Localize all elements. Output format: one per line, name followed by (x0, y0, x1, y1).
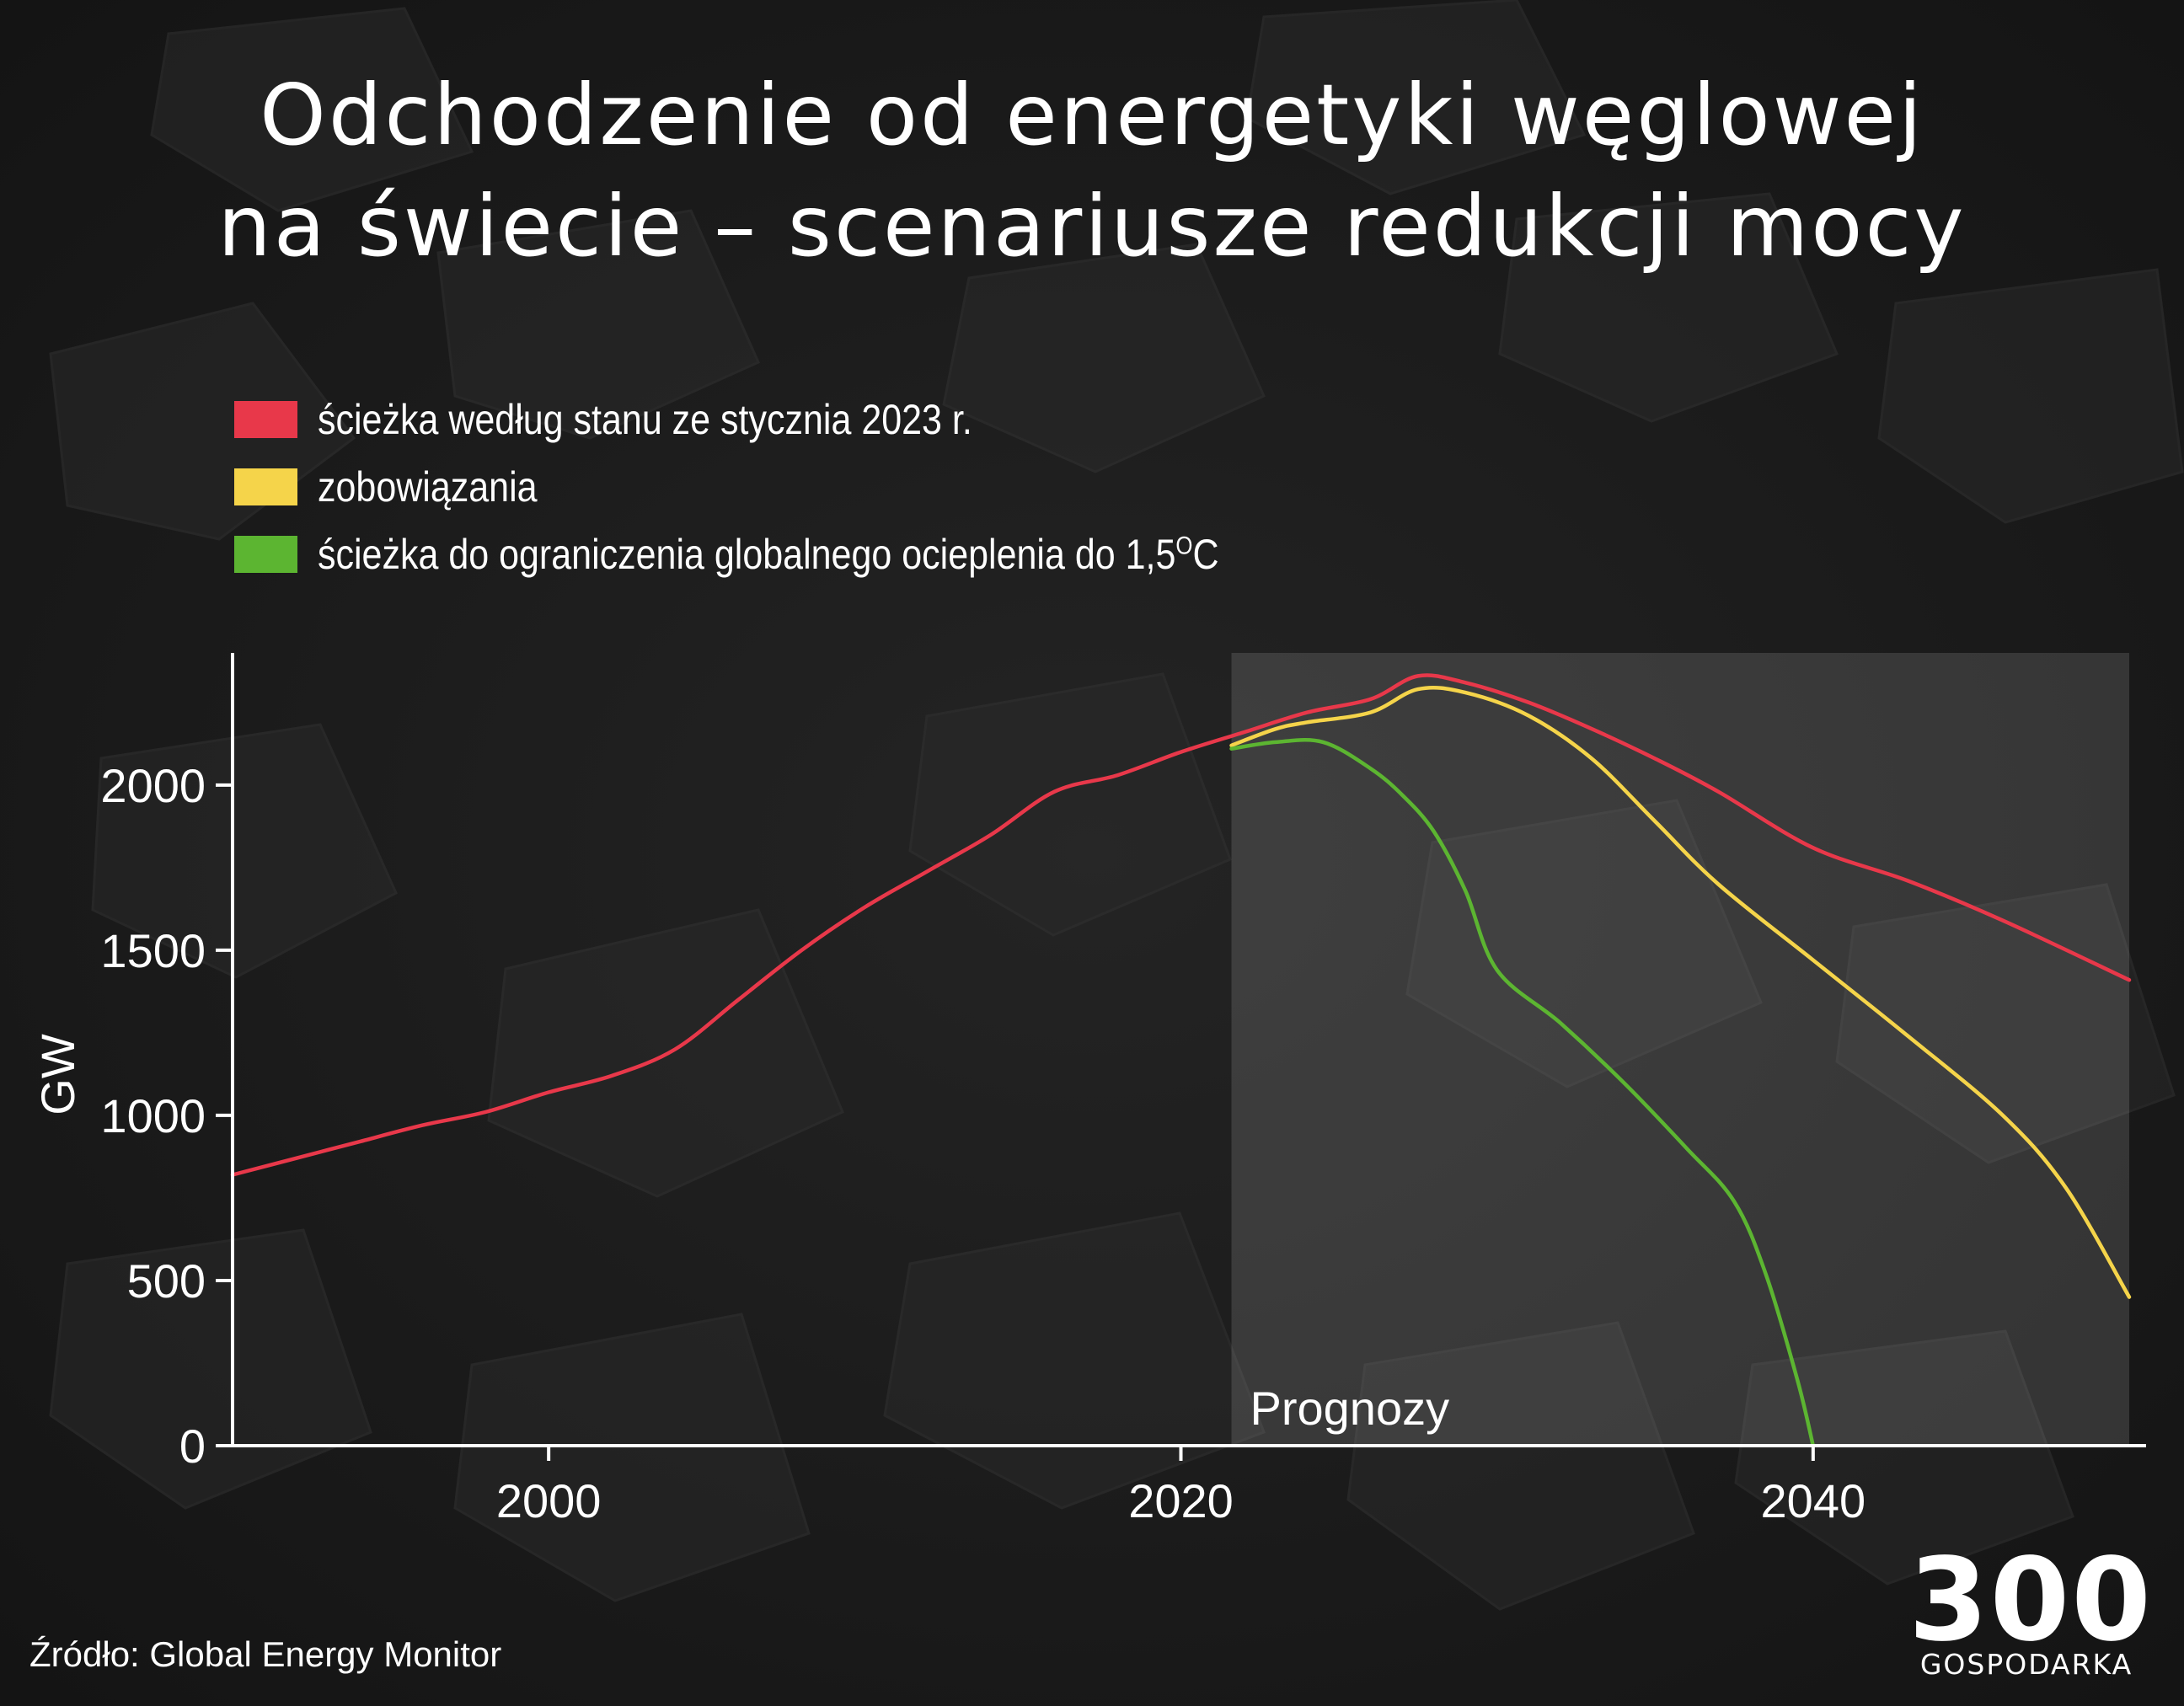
legend-label-commitments: zobowiązania (318, 463, 538, 511)
y-axis-label: GW (31, 1034, 84, 1115)
forecast-region (1231, 653, 2129, 1446)
logo-number: 300 (1908, 1534, 2153, 1667)
legend-label-1-5c-path: ścieżka do ograniczenia globalnego ociep… (318, 531, 1219, 578)
legend-swatch-red (234, 401, 297, 438)
y-tick-label-1000: 1000 (100, 1089, 206, 1142)
y-tick-label-1500: 1500 (100, 924, 206, 977)
legend-label-current-path: ścieżka według stanu ze stycznia 2023 r. (318, 396, 972, 443)
series-line-1-5c-path (1229, 737, 1816, 1448)
gospodarka-300-logo: 300 GOSPODARKA (1908, 1534, 2153, 1681)
x-tick-label-2000: 2000 (496, 1474, 602, 1527)
series-line-commitments (1229, 686, 2132, 1299)
legend-item-commitments: zobowiązania (234, 463, 573, 511)
legend-item-1-5c-path: ścieżka do ograniczenia globalnego ociep… (234, 531, 1366, 578)
y-tick-label-500: 500 (127, 1254, 206, 1308)
logo-text: GOSPODARKA (1919, 1648, 2133, 1681)
legend-swatch-green (234, 536, 297, 573)
series-line-current-path (230, 673, 2132, 1177)
y-tick-label-2000: 2000 (100, 759, 206, 812)
legend-item-current-path: ścieżka według stanu ze stycznia 2023 r. (234, 396, 1079, 443)
x-tick-label-2020: 2020 (1128, 1474, 1234, 1527)
chart-title-line-2: na świecie – scenariusze redukcji mocy (217, 177, 1967, 275)
source-note: Źródło: Global Energy Monitor (29, 1634, 502, 1674)
legend-swatch-yellow (234, 468, 297, 505)
y-tick-label-0: 0 (179, 1420, 206, 1473)
chart-title-line-1: Odchodzenie od energetyki węglowej (260, 66, 1924, 164)
x-tick-label-2040: 2040 (1761, 1474, 1866, 1527)
forecast-label: Prognozy (1250, 1382, 1450, 1435)
